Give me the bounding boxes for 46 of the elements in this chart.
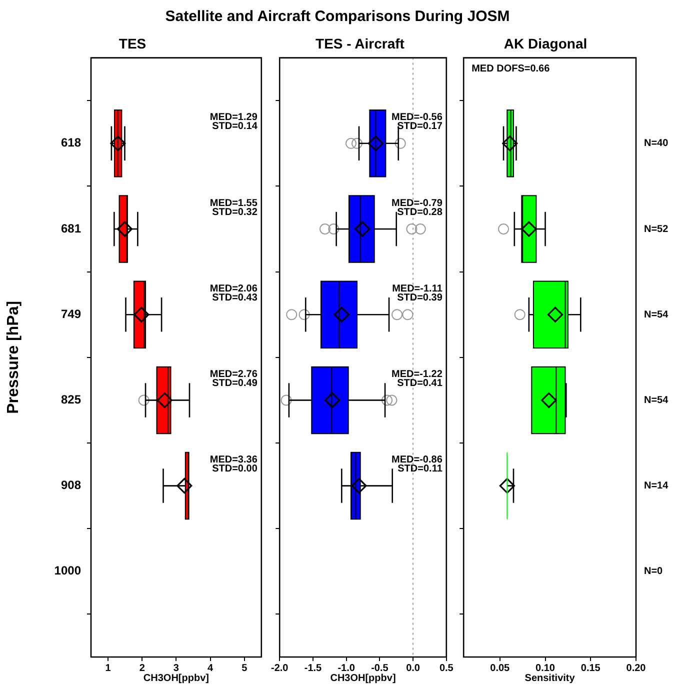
x-axis-title: Sensitivity: [524, 672, 576, 684]
text: Satellite and Aircraft Comparisons During JOSM: [164, 8, 511, 25]
x-tick-label: 0.20: [626, 662, 646, 674]
annotation: MED=3.36 STD=0.00: [210, 454, 258, 475]
x-tick-label: 0.05: [490, 662, 510, 674]
x-tick-label: 2: [139, 662, 146, 674]
chart-title: TES - Aircraft: [316, 35, 405, 52]
x-tick-label: 0.10: [536, 662, 556, 674]
y-tick-label: 1000: [54, 564, 82, 578]
chart-title: AK Diagonal: [504, 35, 588, 52]
annotation: MED=2.76 STD=0.49: [210, 368, 258, 389]
x-tick-label: 5: [242, 662, 248, 674]
y-tick-label: 749: [60, 306, 82, 321]
x-tick-label: -1.5: [304, 662, 322, 674]
x-tick-label: 0.15: [580, 662, 601, 674]
text: N=14: [644, 480, 669, 492]
annotation: MED=-0.79 STD=0.28: [392, 198, 443, 218]
text: N=54: [644, 309, 669, 320]
y-tick-label: 618: [60, 136, 82, 150]
x-tick-label: 4: [208, 662, 214, 674]
text: N=0: [644, 566, 664, 578]
text: N=54: [644, 394, 669, 406]
annotation: MED DOFS=0.66: [472, 64, 550, 75]
text: N=52: [644, 224, 669, 235]
y-tick-label: 825: [60, 392, 82, 407]
x-tick-label: 0.5: [439, 662, 454, 674]
y-axis-title: Pressure [hPa]: [5, 300, 22, 414]
x-tick-label: -1.0: [338, 662, 356, 674]
annotation: MED=1.55 STD=0.32: [210, 198, 258, 218]
x-tick-label: 3: [173, 662, 180, 674]
y-tick-label: 681: [60, 221, 82, 236]
annotation: MED=-1.11 STD=0.39: [392, 283, 443, 304]
y-tick-label: 908: [60, 478, 82, 492]
x-axis-title: CH3OH[ppbv]: [330, 672, 396, 684]
x-tick-label: -2.0: [271, 662, 289, 674]
annotation: MED=-1.22 STD=0.41: [392, 368, 443, 389]
x-axis-title: CH3OH[ppbv]: [143, 672, 209, 684]
x-tick-label: 1: [105, 662, 112, 674]
text: N=40: [644, 138, 669, 150]
x-tick-label: -0.5: [371, 662, 389, 674]
annotation: MED=-0.56 STD=0.17: [392, 112, 443, 132]
annotation: MED=2.06 STD=0.43: [210, 283, 258, 304]
annotation: MED=1.29 STD=0.14: [210, 112, 258, 132]
annotation: MED=-0.86 STD=0.11: [392, 454, 443, 475]
chart-title: TES: [118, 35, 146, 52]
x-tick-label: 0.0: [406, 662, 420, 674]
